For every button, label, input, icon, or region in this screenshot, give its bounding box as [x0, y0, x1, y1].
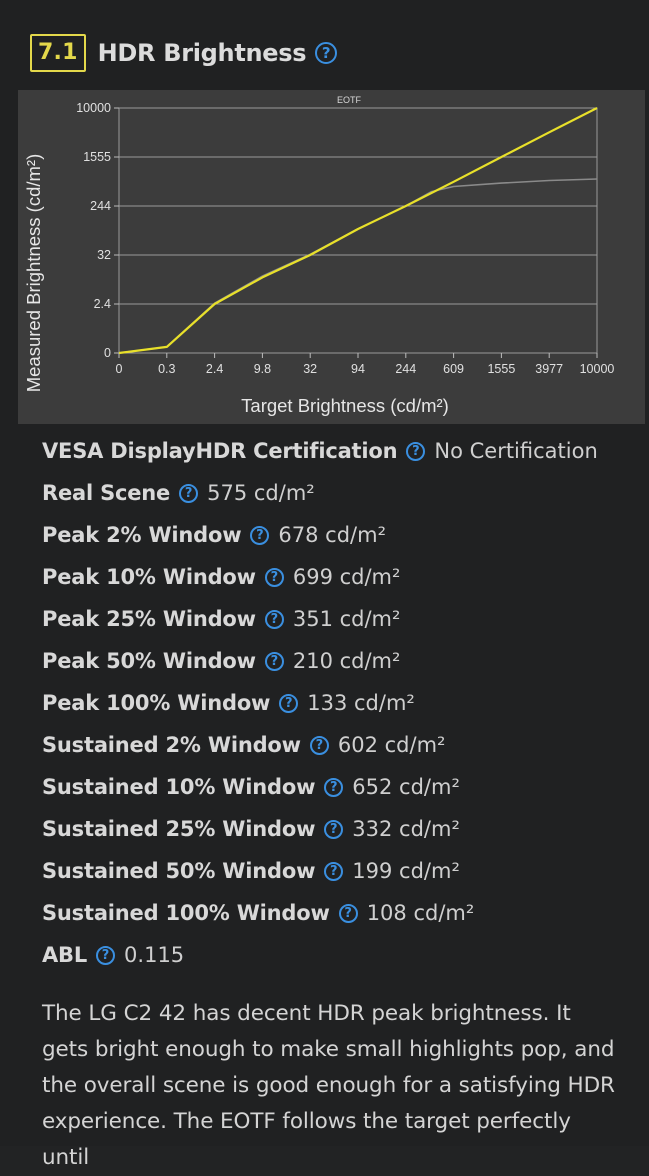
measurement-row: Sustained 100% Window? 108 cd/m²	[42, 892, 642, 934]
y-axis-label: Measured Brightness (cd/m²)	[23, 154, 44, 393]
review-section: 7.1 HDR Brightness ? EOTF 0 2.4 32 244 1555 1…	[18, 33, 645, 1170]
y-tick-label: 32	[97, 248, 111, 262]
help-icon[interactable]: ?	[264, 567, 284, 587]
x-tick-label: 609	[443, 362, 464, 376]
measurement-row: Sustained 10% Window? 652 cd/m²	[42, 766, 642, 808]
help-icon[interactable]: ?	[315, 42, 338, 64]
measurement-row: Peak 2% Window? 678 cd/m²	[42, 514, 642, 556]
measurement-row: Peak 100% Window? 133 cd/m²	[42, 682, 642, 724]
eotf-chart-svg: EOTF 0 2.4 32 244 1555 10000 0 0.3 2.4 9.8 32 94 244…	[23, 95, 614, 416]
help-icon[interactable]: ?	[324, 861, 344, 881]
eotf-chart: EOTF 0 2.4 32 244 1555 10000 0 0.3 2.4 9.8 32 94 244…	[18, 90, 645, 424]
help-icon[interactable]: ?	[264, 609, 284, 629]
x-tick-label: 0	[116, 362, 123, 376]
help-icon[interactable]: ?	[250, 525, 270, 545]
measurement-row: Sustained 25% Window? 332 cd/m²	[42, 808, 642, 850]
description-paragraph: The LG C2 42 has decent HDR peak brightn…	[42, 1001, 615, 1170]
y-tick-label: 1555	[83, 150, 111, 164]
measurements-list: VESA DisplayHDR Certification? No Certifi…	[42, 430, 642, 976]
series-line-target	[118, 107, 598, 355]
chart-series	[118, 107, 598, 355]
measurement-label: VESA DisplayHDR Certification	[42, 439, 398, 463]
measurement-label: Peak 10% Window	[42, 565, 256, 589]
measurement-label: Peak 25% Window	[42, 607, 256, 631]
help-icon[interactable]: ?	[324, 777, 344, 797]
x-tick-label: 0.3	[158, 362, 175, 376]
chart-grid	[119, 156, 597, 305]
help-icon[interactable]: ?	[279, 693, 299, 713]
measurement-label: ABL	[42, 943, 88, 967]
measurement-value: 210 cd/m²	[292, 649, 401, 673]
y-tick-label: 10000	[76, 101, 111, 115]
x-tick-label: 9.8	[254, 362, 271, 376]
x-axis-label: Target Brightness (cd/m²)	[241, 395, 449, 416]
measurement-label: Sustained 10% Window	[42, 775, 316, 799]
y-tick-label: 244	[90, 199, 111, 213]
measurement-label: Peak 100% Window	[42, 691, 271, 715]
chart-title: EOTF	[337, 95, 362, 105]
measurement-value: 678 cd/m²	[278, 523, 387, 547]
help-icon[interactable]: ?	[324, 819, 344, 839]
measurement-value: 199 cd/m²	[352, 859, 460, 883]
help-icon[interactable]: ?	[309, 735, 329, 755]
x-tick-label: 244	[395, 362, 416, 376]
x-tick-label: 10000	[580, 362, 615, 376]
measurement-value: 133 cd/m²	[307, 691, 415, 715]
measurement-row: ABL? 0.115	[42, 934, 642, 976]
measurement-row: Peak 25% Window? 351 cd/m²	[42, 598, 642, 640]
x-tick-label: 1555	[487, 362, 515, 376]
help-icon[interactable]: ?	[338, 903, 358, 923]
measurement-label: Peak 50% Window	[42, 649, 256, 673]
help-icon[interactable]: ?	[406, 441, 426, 461]
measurement-label: Sustained 2% Window	[42, 733, 301, 757]
measurement-value: 332 cd/m²	[352, 817, 460, 841]
measurement-row: Sustained 2% Window? 602 cd/m²	[42, 724, 642, 766]
x-tick-label: 2.4	[206, 362, 223, 376]
measurement-value: 699 cd/m²	[292, 565, 401, 589]
measurement-label: Real Scene	[42, 481, 171, 505]
x-tick-label: 3977	[535, 362, 563, 376]
measurement-value: 575 cd/m²	[207, 481, 315, 505]
measurement-row: Sustained 50% Window? 199 cd/m²	[42, 850, 642, 892]
measurement-row: Peak 50% Window? 210 cd/m²	[42, 640, 642, 682]
measurement-label: Sustained 50% Window	[42, 859, 316, 883]
measurement-value: 0.115	[124, 943, 185, 967]
measurement-label: Peak 2% Window	[42, 523, 242, 547]
section-title: HDR Brightness	[97, 39, 307, 67]
y-tick-label: 2.4	[94, 297, 111, 311]
measurement-row: VESA DisplayHDR Certification? No Certifi…	[42, 430, 642, 472]
measurement-value: 602 cd/m²	[337, 733, 446, 757]
section-header: 7.1 HDR Brightness ?	[30, 33, 338, 73]
measurement-value: 652 cd/m²	[352, 775, 460, 799]
y-tick-label: 0	[104, 346, 111, 360]
chart-axes: 0 2.4 32 244 1555 10000 0 0.3 2.4 9.8 32 94 244 609 15…	[76, 101, 614, 376]
measurement-value: 351 cd/m²	[292, 607, 401, 631]
x-tick-label: 94	[351, 362, 365, 376]
help-icon[interactable]: ?	[179, 483, 199, 503]
measurement-label: Sustained 25% Window	[42, 817, 316, 841]
x-tick-label: 32	[303, 362, 317, 376]
measurement-value: No Certification	[434, 439, 598, 463]
measurement-label: Sustained 100% Window	[42, 901, 330, 925]
measurement-row: Real Scene? 575 cd/m²	[42, 472, 642, 514]
section-number-badge: 7.1	[30, 34, 86, 72]
help-icon[interactable]: ?	[96, 945, 116, 965]
help-icon[interactable]: ?	[264, 651, 284, 671]
measurement-value: 108 cd/m²	[366, 901, 475, 925]
measurement-row: Peak 10% Window? 699 cd/m²	[42, 556, 642, 598]
